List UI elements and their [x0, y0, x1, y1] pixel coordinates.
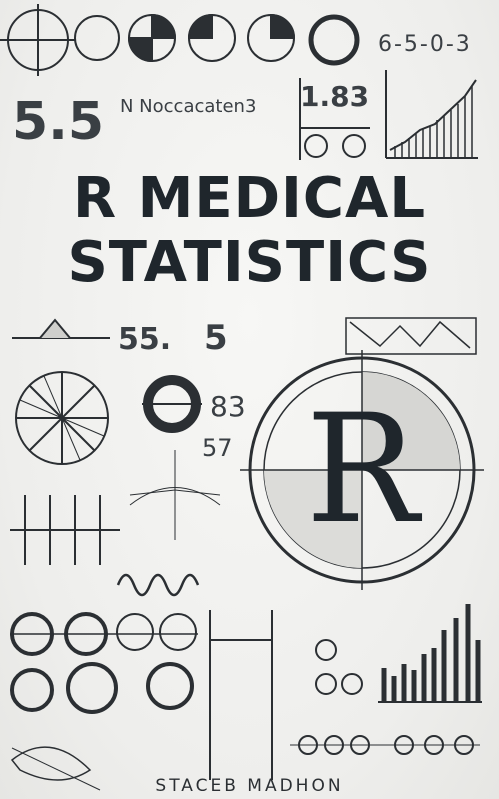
book-title-line2: STATISTICS — [67, 230, 432, 295]
number-57: 57 — [202, 434, 233, 462]
number-5: 5 — [204, 318, 228, 358]
header-scribble: N Noccacaten3 — [120, 96, 257, 117]
number-83: 83 — [210, 390, 246, 423]
book-title-line1: R MEDICAL — [72, 166, 427, 231]
number-183: 1.83 — [300, 80, 370, 113]
number-55-dot: 55. — [118, 322, 172, 357]
number-sequence: 6-5-0-3 — [378, 32, 472, 57]
r-emblem-letter: R — [305, 383, 419, 557]
book-author: STACEB MADHON — [155, 776, 344, 796]
number-circle — [74, 15, 120, 61]
big-number-55: 5.5 — [12, 92, 105, 152]
